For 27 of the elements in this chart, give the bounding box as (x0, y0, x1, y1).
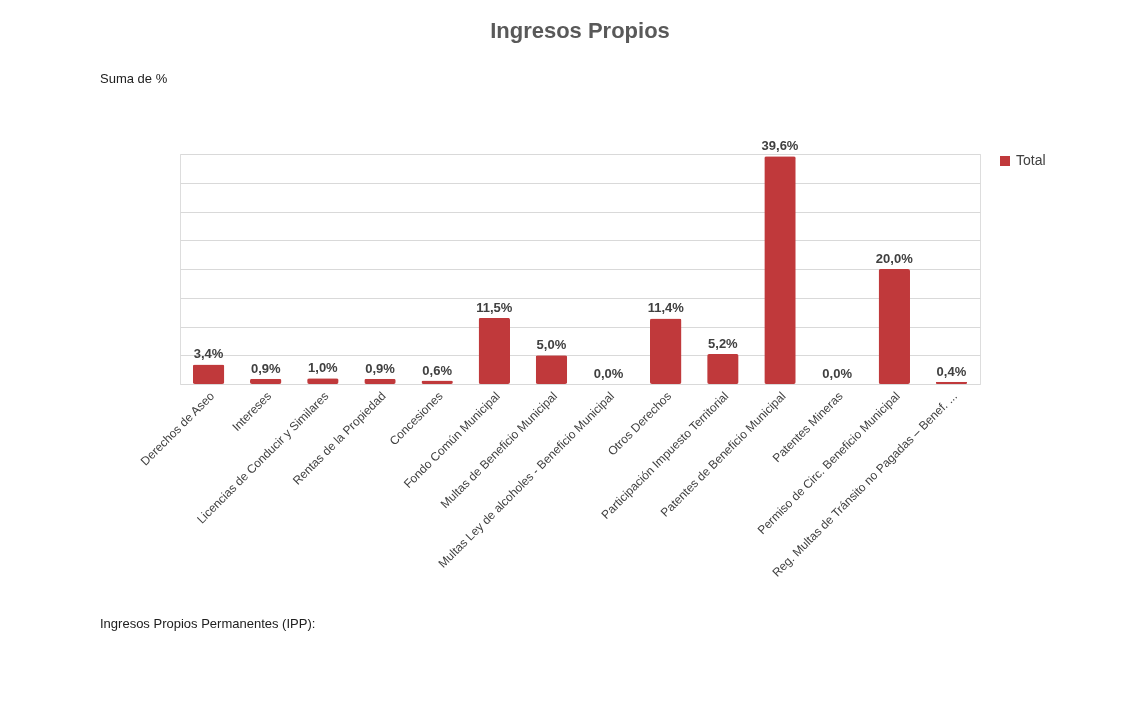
data-label: 0,9% (250, 360, 281, 376)
data-label: 0,6% (422, 362, 453, 378)
bar (364, 378, 396, 384)
data-label: 11,4% (647, 300, 685, 316)
bar (535, 355, 568, 384)
data-label: 5,0% (536, 337, 567, 353)
bar (764, 156, 796, 384)
data-label: 11,5% (476, 299, 513, 315)
data-label: 39,6% (761, 138, 799, 154)
bar (650, 318, 682, 384)
bar (478, 317, 510, 384)
bar (878, 269, 910, 384)
bar (707, 354, 739, 384)
data-label: 0,0% (593, 366, 624, 381)
data-label: 5,2% (708, 336, 739, 352)
data-label: 0,9% (365, 360, 396, 376)
data-label: 3,4% (193, 346, 224, 362)
text: Ingresos Propios Permanentes (IPP): (100, 616, 316, 631)
bar (250, 378, 282, 384)
chart-title: Ingresos Propios (490, 18, 670, 43)
legend-label: Total (1016, 152, 1046, 168)
data-label: 20,0% (875, 251, 914, 266)
data-label: 0,0% (822, 366, 853, 381)
text: Suma de % (100, 71, 168, 86)
data-label: 1,0% (308, 360, 339, 376)
bar (192, 364, 225, 384)
data-label: 0,4% (936, 363, 967, 379)
